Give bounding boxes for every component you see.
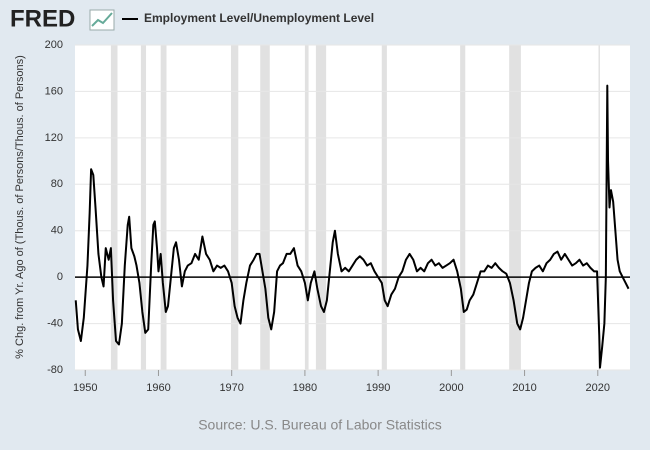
y-tick-label: 200 [45,39,63,51]
logo-icon-line [91,12,113,27]
logo-icon [89,9,115,31]
y-tick-label: 160 [45,85,63,97]
y-tick-label: 0 [57,271,63,283]
recession-band [260,45,270,370]
y-tick-label: 80 [51,178,63,190]
y-tick-label: -40 [47,317,63,329]
y-tick-label: 40 [51,225,63,237]
x-tick-label: 2000 [439,382,463,394]
recession-band [140,45,147,370]
recession-band [381,45,387,370]
x-tick-label: 1980 [293,382,317,394]
y-axis-label: % Chg. from Yr. Ago of (Thous. of Person… [14,55,26,359]
recession-band [460,45,466,370]
recession-band [230,45,239,370]
x-tick-label: 1970 [219,382,243,394]
x-tick-label: 1950 [73,382,97,394]
brand: FRED [10,5,75,32]
x-tick-label: 2010 [512,382,536,394]
recession-band [315,45,327,370]
recession-band [304,45,309,370]
recession-band [110,45,118,370]
plot-area [75,45,630,370]
legend-label: Employment Level/Unemployment Level [144,11,374,25]
data-line [74,84,630,369]
x-tick-label: 2020 [586,382,610,394]
logo: FRED [10,5,115,32]
recession-band [509,45,521,370]
x-tick-label: 1990 [366,382,390,394]
recession-band [160,45,167,370]
source: Source: U.S. Bureau of Labor Statistics [198,417,442,433]
y-tick-label: 120 [45,132,63,144]
recession-band [598,45,600,370]
x-tick-label: 1960 [146,382,170,394]
plot [74,44,630,371]
y-tick-label: -80 [47,364,63,376]
